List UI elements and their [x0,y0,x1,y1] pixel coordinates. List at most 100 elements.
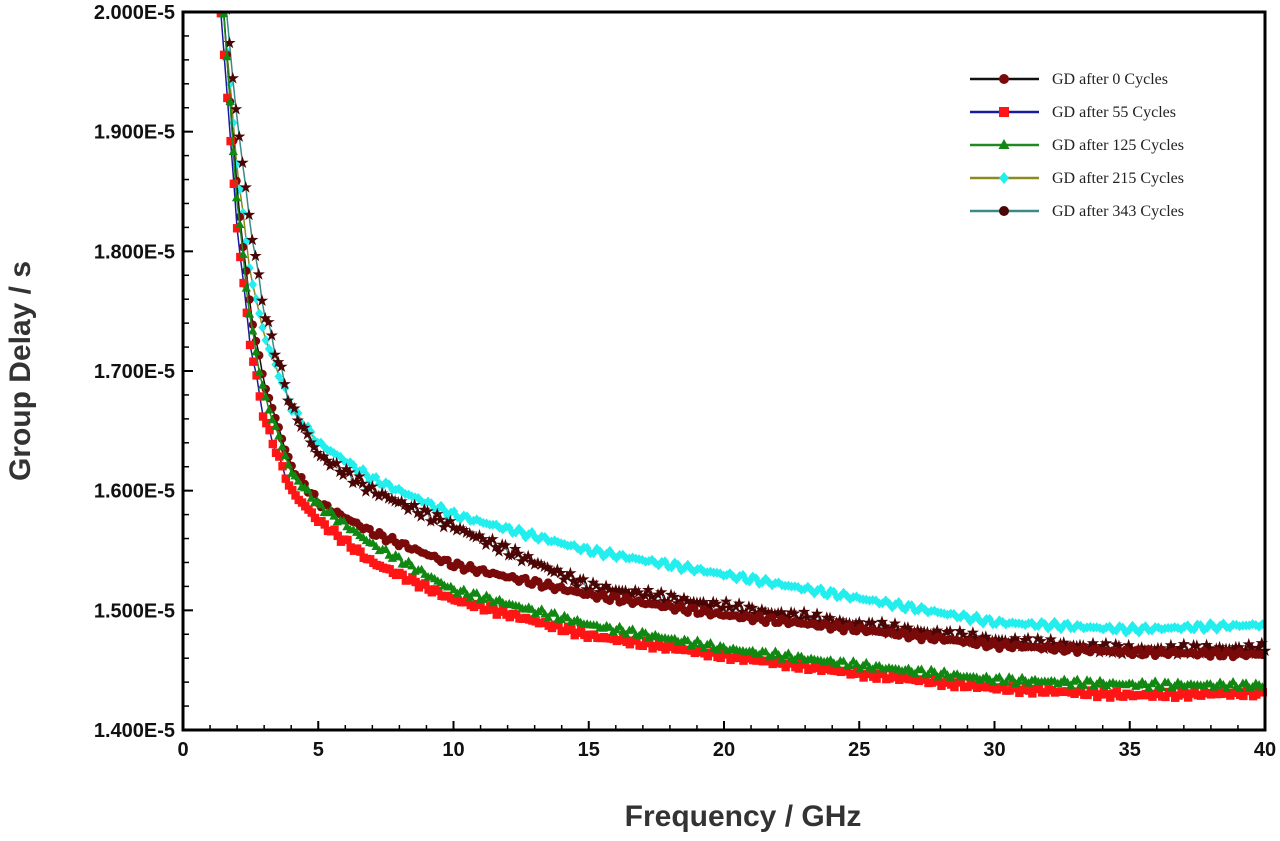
data-point [560,626,570,636]
legend-label: GD after 55 Cycles [1052,104,1176,121]
data-point [1115,621,1124,632]
data-point [995,615,1004,626]
data-point [929,667,940,676]
data-point [252,267,265,280]
data-point [268,439,278,449]
data-point [800,660,810,669]
data-point [518,527,527,538]
legend-label: GD after 125 Cycles [1052,137,1184,154]
data-point [664,588,678,601]
data-point [746,601,759,614]
data-point [239,180,252,193]
data-point [285,399,298,411]
data-point [891,599,900,610]
data-point [365,475,374,486]
data-point [307,440,321,453]
data-point [472,588,482,597]
data-point [408,498,421,511]
data-point [775,605,788,618]
data-point [1131,624,1140,635]
data-point [593,585,606,598]
data-point [1099,636,1113,649]
data-point [1252,690,1261,699]
data-point [1199,625,1209,636]
data-point [356,477,369,490]
data-point [511,527,520,538]
data-point [1034,634,1048,647]
data-point [242,208,256,221]
x-tick-label: 30 [983,739,1005,761]
data-point [375,487,389,499]
data-point [447,521,460,533]
data-point [288,485,297,495]
data-point [353,470,366,482]
data-point [277,441,287,451]
data-point [229,117,238,128]
data-point [603,583,616,595]
data-point [244,309,255,318]
data-point [632,635,641,645]
data-point [1031,632,1044,644]
data-point [333,465,347,478]
data-point [978,618,988,629]
data-point [944,624,957,637]
data-point [684,596,697,609]
data-point [339,516,349,525]
data-point [1174,641,1187,654]
data-point [226,71,239,84]
data-point [814,615,827,627]
data-point [1011,684,1021,693]
data-point [638,641,648,651]
data-point [1213,640,1226,653]
y-tick-label: 2.000E-5 [94,2,175,24]
data-point [424,514,437,527]
data-point [1154,622,1163,633]
data-point [303,485,313,494]
data-point [407,560,417,570]
data-point [528,558,541,570]
data-point [920,604,929,615]
data-point [283,460,294,469]
data-point [254,367,264,376]
series-layer [216,3,1272,702]
data-point [258,412,268,421]
data-point [907,600,916,611]
data-point [645,590,658,602]
data-point [749,607,762,620]
data-point [371,472,381,483]
data-point [301,427,314,440]
data-point [427,513,441,526]
data-point [560,570,574,583]
data-point [492,519,501,530]
data-point [476,600,485,610]
data-point [878,669,888,679]
data-point [1232,640,1246,653]
data-point [378,480,387,491]
data-point [755,603,769,615]
data-point [668,590,681,603]
data-point [991,619,1001,630]
data-point [627,624,638,633]
data-point [307,508,316,517]
legend-label: GD after 343 Cycles [1052,203,1184,220]
data-point [839,587,848,598]
data-point [298,421,311,434]
data-point [238,242,248,252]
y-tick-label: 1.400E-5 [94,720,175,742]
data-point [411,577,420,587]
data-point [499,538,512,551]
data-point [934,677,943,686]
data-point [268,348,282,361]
legend-item: GD after 0 Cycles [970,71,1168,88]
data-point [758,605,772,618]
data-point [852,591,861,602]
data-point [343,535,352,545]
data-point [557,573,570,585]
data-point [326,505,336,515]
data-point [530,532,540,543]
data-point [810,607,824,620]
data-point [281,474,290,483]
data-point [1121,627,1131,638]
data-point [232,224,242,233]
